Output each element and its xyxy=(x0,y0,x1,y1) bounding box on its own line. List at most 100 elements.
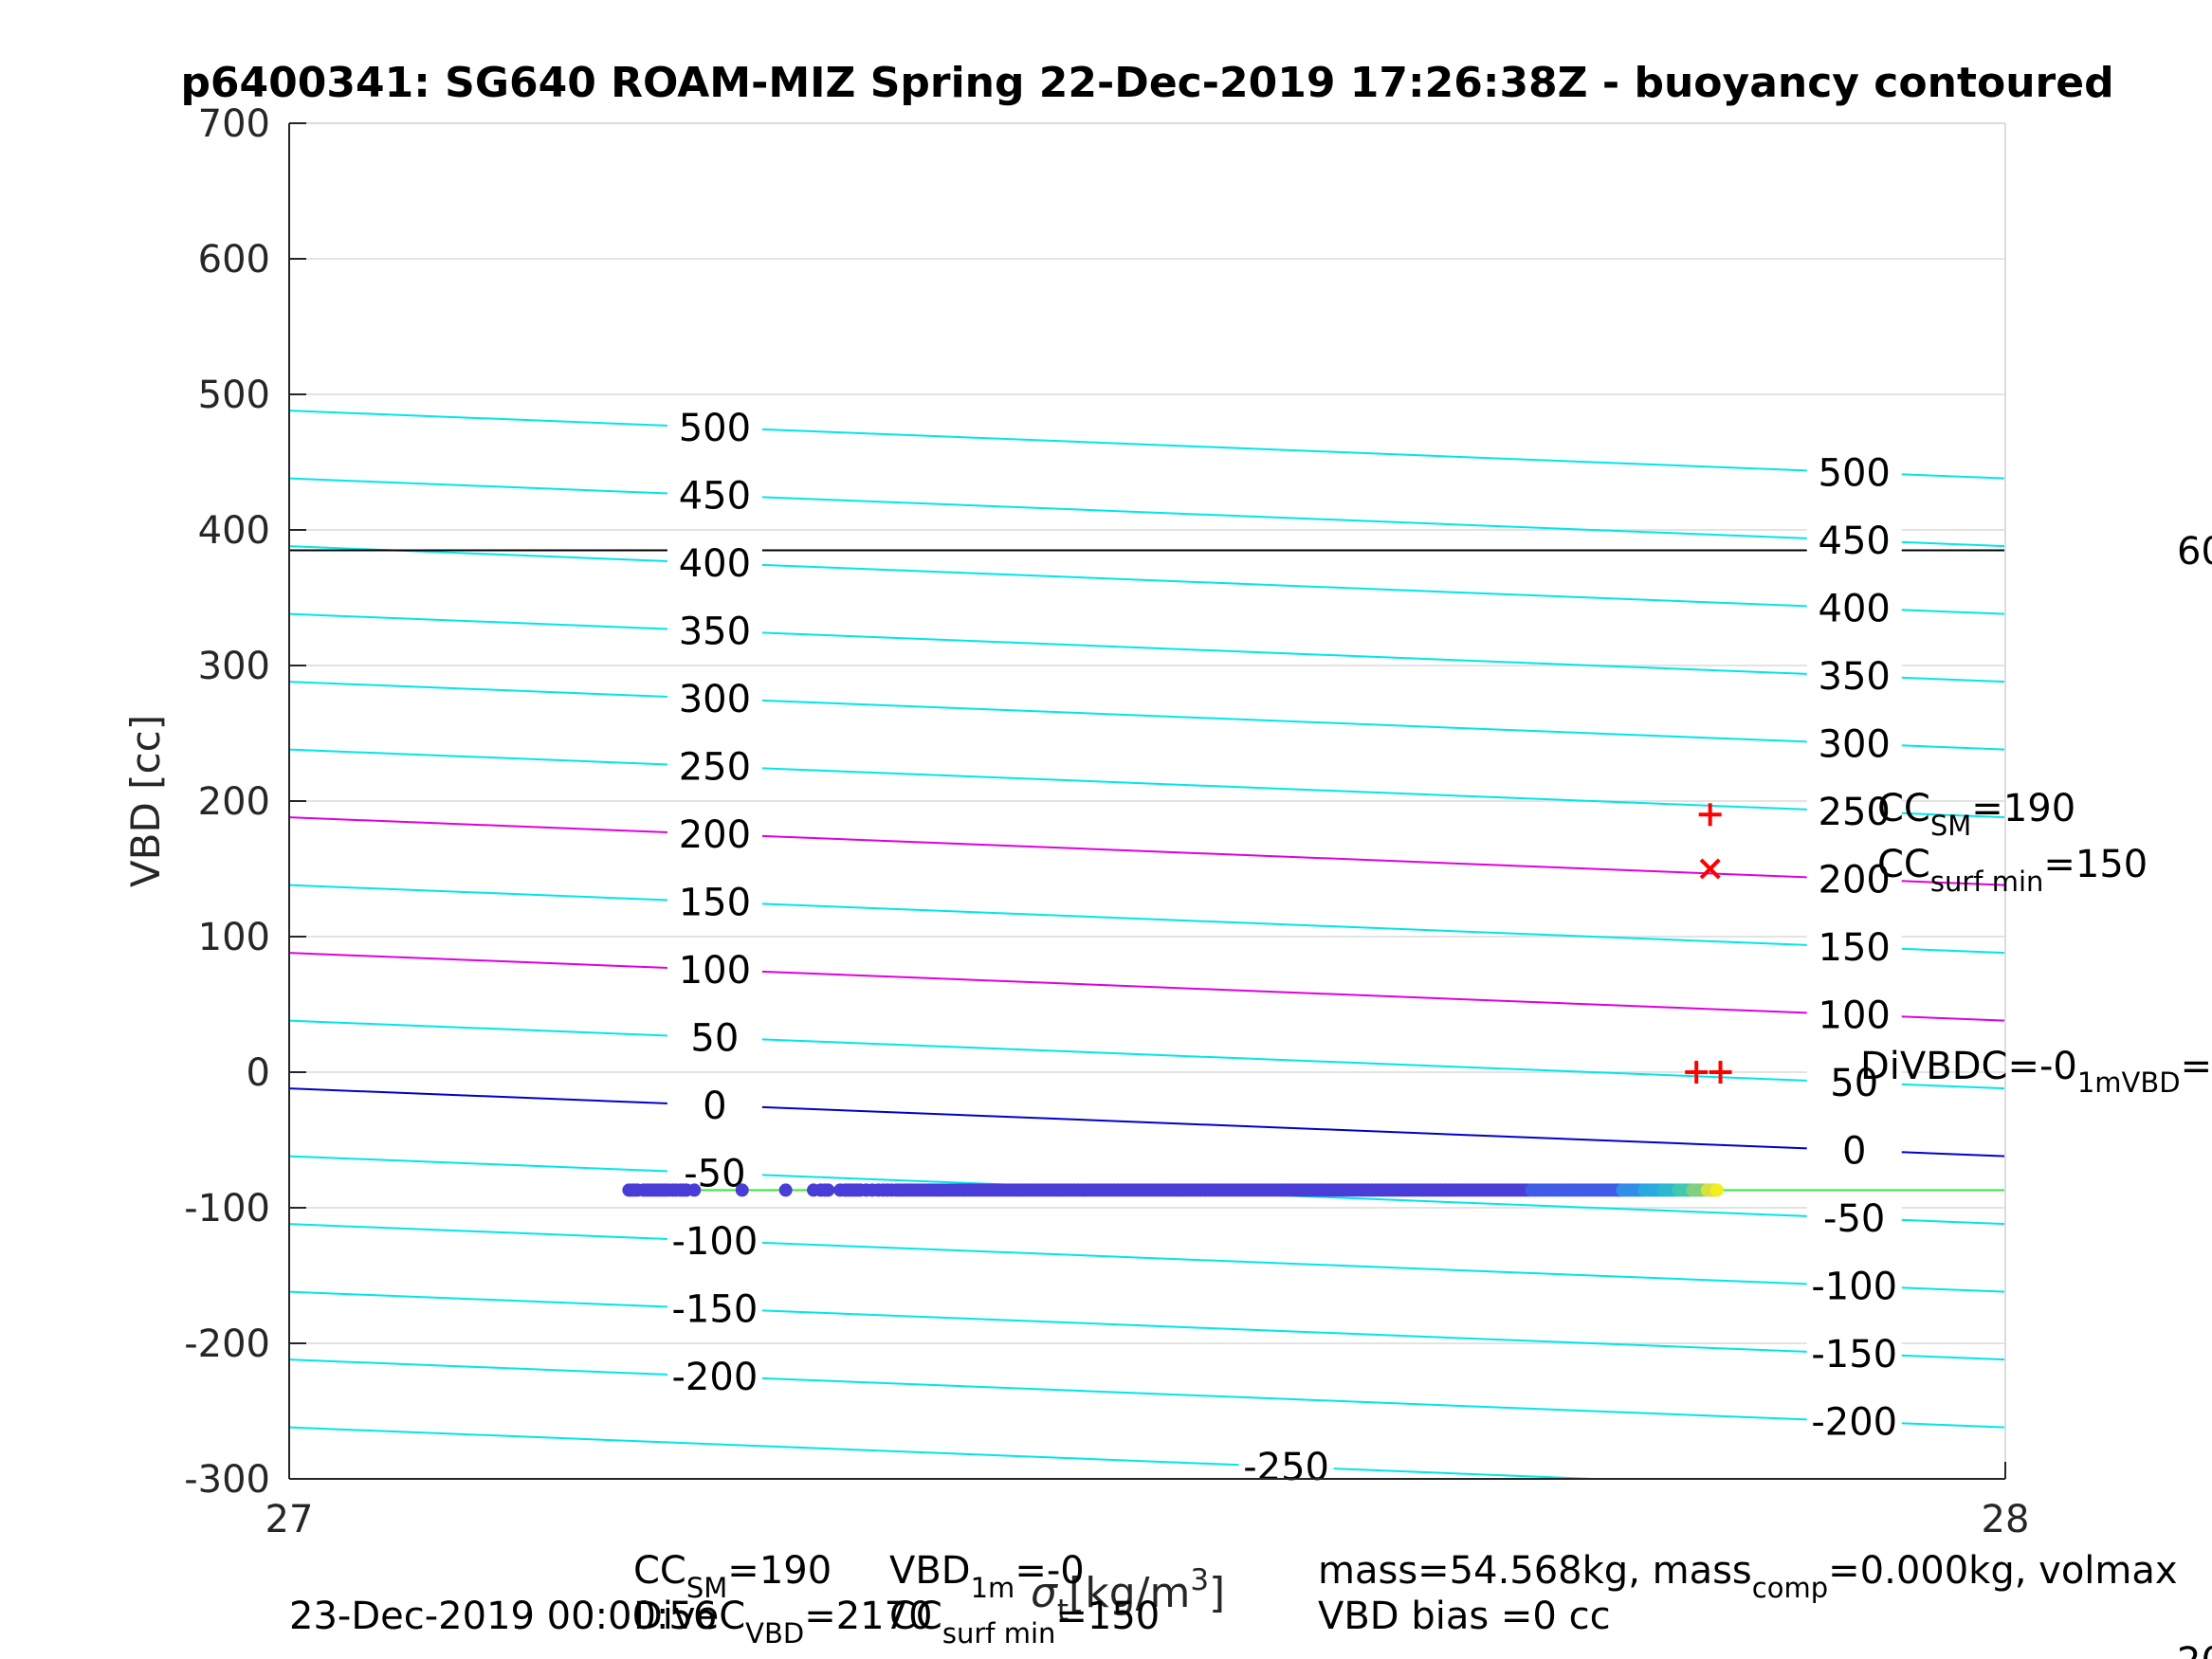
contour-label: 350 xyxy=(1819,655,1891,699)
contour-label: 50 xyxy=(1830,1062,1878,1105)
contour-label: 50 xyxy=(690,1016,739,1060)
contour-label: 150 xyxy=(1819,926,1891,970)
y-tick-label: 700 xyxy=(198,102,270,146)
y-tick-label: 600 xyxy=(198,238,270,282)
y-tick-label: 400 xyxy=(198,509,270,553)
contour-label-bg xyxy=(1806,1061,1902,1103)
plus-marker xyxy=(1709,1061,1732,1084)
y-tick-label: 200 xyxy=(198,780,270,824)
cc-surf-value: =150 xyxy=(2043,843,2148,886)
contour-line xyxy=(289,748,2005,819)
contour-label-bg xyxy=(1806,1129,1902,1172)
contour-label-bg xyxy=(1806,925,1902,968)
cc-surf-label: CC xyxy=(1877,843,1930,886)
contour-label-bg xyxy=(667,1355,762,1397)
contour-label-bg xyxy=(1806,722,1902,765)
dive-point xyxy=(778,1183,793,1197)
x-tick-label: 28 xyxy=(1982,1498,2030,1541)
y-tick-label: -300 xyxy=(184,1458,270,1502)
marker-annotations: CCSM=190 CCsurf min=150 DiVBDC=-01mVBD=2… xyxy=(1860,787,2212,1099)
contour-label: 450 xyxy=(679,474,751,518)
chart-title: p6400341: SG640 ROAM-MIZ Spring 22-Dec-2… xyxy=(180,59,2113,107)
contour-label: 500 xyxy=(679,407,751,450)
dive-point xyxy=(687,1183,702,1197)
svg-text:DiveCVBD=2170: DiveCVBD=2170 xyxy=(633,1595,933,1650)
cc-surf-sub: surf min xyxy=(1930,866,2044,898)
contour-label: 450 xyxy=(1819,520,1891,563)
dive-point xyxy=(1709,1183,1724,1197)
contour-label-bg xyxy=(1806,451,1902,494)
contour-label: 100 xyxy=(679,949,751,993)
contour-label-bg xyxy=(667,812,762,855)
dive-point xyxy=(735,1183,749,1197)
contour-label: 500 xyxy=(1819,451,1891,495)
cc-sm-value: =190 xyxy=(1971,787,2075,830)
contour-line xyxy=(289,816,2005,886)
contour-label: -150 xyxy=(671,1287,758,1331)
svg-text:VBD1m=-0: VBD1m=-0 xyxy=(889,1549,1085,1604)
contour-label: -50 xyxy=(1823,1197,1885,1241)
dive-point xyxy=(821,1183,835,1197)
contour-label: 0 xyxy=(703,1085,726,1128)
contour-line xyxy=(289,884,2005,955)
contour-label-bg xyxy=(667,745,762,788)
contour-label: -150 xyxy=(1811,1333,1897,1376)
contour-line xyxy=(289,545,2005,615)
contour-label-bg xyxy=(667,1219,762,1262)
contour-label-bg xyxy=(1806,790,1902,832)
contour-label-bg xyxy=(667,881,762,923)
contour-label: 400 xyxy=(679,542,751,586)
contour-label: -250 xyxy=(1243,1446,1329,1489)
contour-label: 250 xyxy=(679,745,751,789)
svg-text:CCSM=190: CCSM=190 xyxy=(633,1549,832,1604)
contour-label: 200 xyxy=(1819,858,1891,902)
markers xyxy=(1685,803,1732,1084)
contour-label: 200 xyxy=(679,813,751,857)
footer-corner-fragment: 20 xyxy=(2177,1640,2212,1659)
footer-bias: VBD bias =0 cc xyxy=(1318,1595,1611,1638)
y-tick-label: 500 xyxy=(198,374,270,417)
contour-label-bg xyxy=(1806,1196,1902,1239)
contour-line xyxy=(289,1358,2005,1429)
vbd-dive-value: =2170 xyxy=(2181,1045,2212,1088)
cc-sm-sub: SM xyxy=(1930,810,1971,842)
contour-label: -200 xyxy=(671,1356,758,1399)
contour-label-bg xyxy=(1806,519,1902,561)
vbd-sub: 1mVBD xyxy=(2077,1066,2181,1099)
svg-text:DiVBDC=-01mVBD=2170: DiVBDC=-01mVBD=2170 xyxy=(1860,1045,2212,1099)
contour-line xyxy=(289,410,2005,480)
contour-label: 300 xyxy=(679,678,751,721)
footer-date: 23-Dec-2019 00:00:56 xyxy=(289,1595,717,1638)
y-tick-label: 0 xyxy=(247,1051,270,1095)
contour-label-bg xyxy=(667,1287,762,1330)
contour-label: 400 xyxy=(1819,587,1891,630)
contour-lines xyxy=(289,410,2005,1479)
vbd-label: DiVBDC xyxy=(1860,1045,2007,1088)
contour-label-bg xyxy=(667,541,762,584)
x-axis-label: σt[kg/m3] xyxy=(1031,1563,1225,1628)
svg-text:CCSM=190: CCSM=190 xyxy=(1877,787,2075,842)
y-tick-label: 300 xyxy=(198,645,270,688)
contour-label: -100 xyxy=(671,1220,758,1264)
contour-label-bg xyxy=(1806,1265,1902,1307)
svg-text:mass=54.568kg, masscomp=0.000k: mass=54.568kg, masscomp=0.000kg, volmax xyxy=(1318,1549,2178,1604)
contour-label-bg xyxy=(667,474,762,517)
contour-label: 150 xyxy=(679,881,751,924)
contour-label-bg xyxy=(1806,994,1902,1036)
contour-label-bg xyxy=(667,677,762,720)
contour-line xyxy=(289,1223,2005,1293)
contour-label: 250 xyxy=(1819,791,1891,834)
contour-label-bg xyxy=(1238,1446,1334,1488)
plus-marker xyxy=(1698,803,1722,827)
contour-label: -100 xyxy=(1811,1265,1897,1308)
contour-label: 350 xyxy=(679,610,751,653)
x-marker xyxy=(1699,858,1721,880)
y-tick-label: -200 xyxy=(184,1322,270,1366)
footer-annotations: 23-Dec-2019 00:00:56 CCSM=190 VBD1m=-0 D… xyxy=(289,1549,2212,1659)
contour-label-bg xyxy=(667,948,762,991)
svg-text:CCsurf min=150: CCsurf min=150 xyxy=(889,1595,1160,1650)
reference-line-label: 60 xyxy=(2177,530,2212,574)
contour-label-bg xyxy=(1806,1332,1902,1375)
contour-label: 0 xyxy=(1842,1129,1866,1173)
